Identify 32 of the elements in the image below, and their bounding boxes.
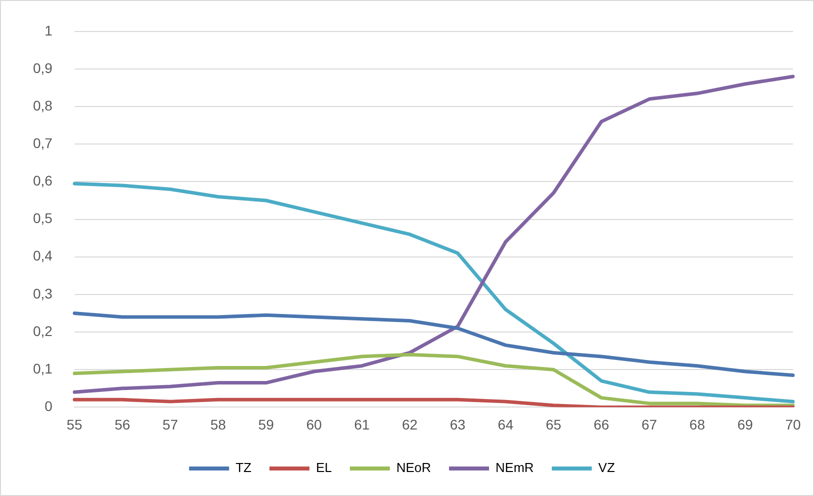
legend-label: EL: [316, 460, 332, 476]
x-tick-label: 69: [737, 416, 754, 432]
x-tick-label: 67: [642, 416, 658, 432]
x-tick-label: 58: [210, 416, 226, 432]
y-tick-label: 1: [44, 22, 53, 38]
y-tick-label: 0: [44, 398, 53, 414]
y-tick-label: 0,9: [32, 60, 53, 76]
x-tick-label: 60: [306, 416, 322, 432]
legend-label: TZ: [236, 460, 252, 476]
y-tick-label: 0,8: [32, 97, 53, 114]
x-tick-label: 61: [354, 416, 370, 432]
x-tick-label: 57: [162, 416, 178, 432]
x-tick-label: 66: [594, 416, 610, 432]
x-tick-label: 68: [689, 416, 706, 432]
y-tick-label: 0,4: [32, 248, 53, 264]
x-tick-label: 63: [450, 416, 466, 432]
x-tick-label: 55: [66, 416, 82, 432]
x-tick-label: 64: [498, 416, 514, 432]
y-tick-label: 0,6: [32, 172, 53, 189]
legend-label: VZ: [598, 460, 615, 476]
y-tick-label: 0,5: [32, 210, 53, 226]
y-tick-label: 0,2: [32, 322, 53, 339]
x-tick-label: 70: [785, 416, 801, 432]
legend-label: NEoR: [396, 460, 432, 476]
x-tick-label: 62: [402, 416, 418, 432]
y-tick-label: 0,1: [32, 360, 53, 376]
y-tick-label: 0,3: [32, 285, 53, 302]
x-tick-label: 59: [258, 416, 274, 432]
legend-label: NEmR: [496, 460, 534, 476]
x-tick-label: 56: [114, 416, 130, 432]
x-tick-label: 65: [546, 416, 562, 432]
y-tick-label: 0,7: [32, 135, 53, 151]
